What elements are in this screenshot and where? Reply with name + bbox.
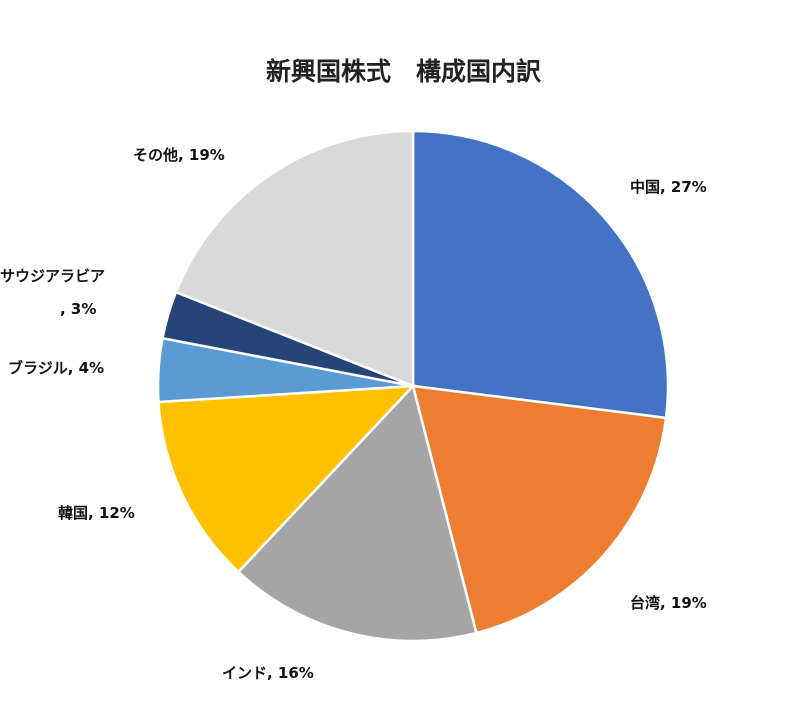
data-label-2: 台湾, 19%: [630, 594, 707, 612]
data-label-4: 韓国, 12%: [58, 504, 135, 522]
pie-slice-2: [411, 384, 668, 635]
data-label-6: サウジアラビア, 3%: [0, 267, 105, 318]
chart-title: 新興国株式 構成国内訳: [265, 57, 541, 86]
pie-slice-4: [157, 384, 417, 574]
data-label-7: その他, 19%: [133, 146, 225, 164]
pie-slice-1: [411, 129, 670, 420]
pie-slice-7: [174, 129, 415, 388]
data-label-1: 中国, 27%: [630, 178, 707, 196]
pie-slice-3: [236, 383, 478, 643]
data-label-5: ブラジル, 4%: [8, 359, 104, 377]
data-label-3: インド, 16%: [222, 664, 314, 682]
